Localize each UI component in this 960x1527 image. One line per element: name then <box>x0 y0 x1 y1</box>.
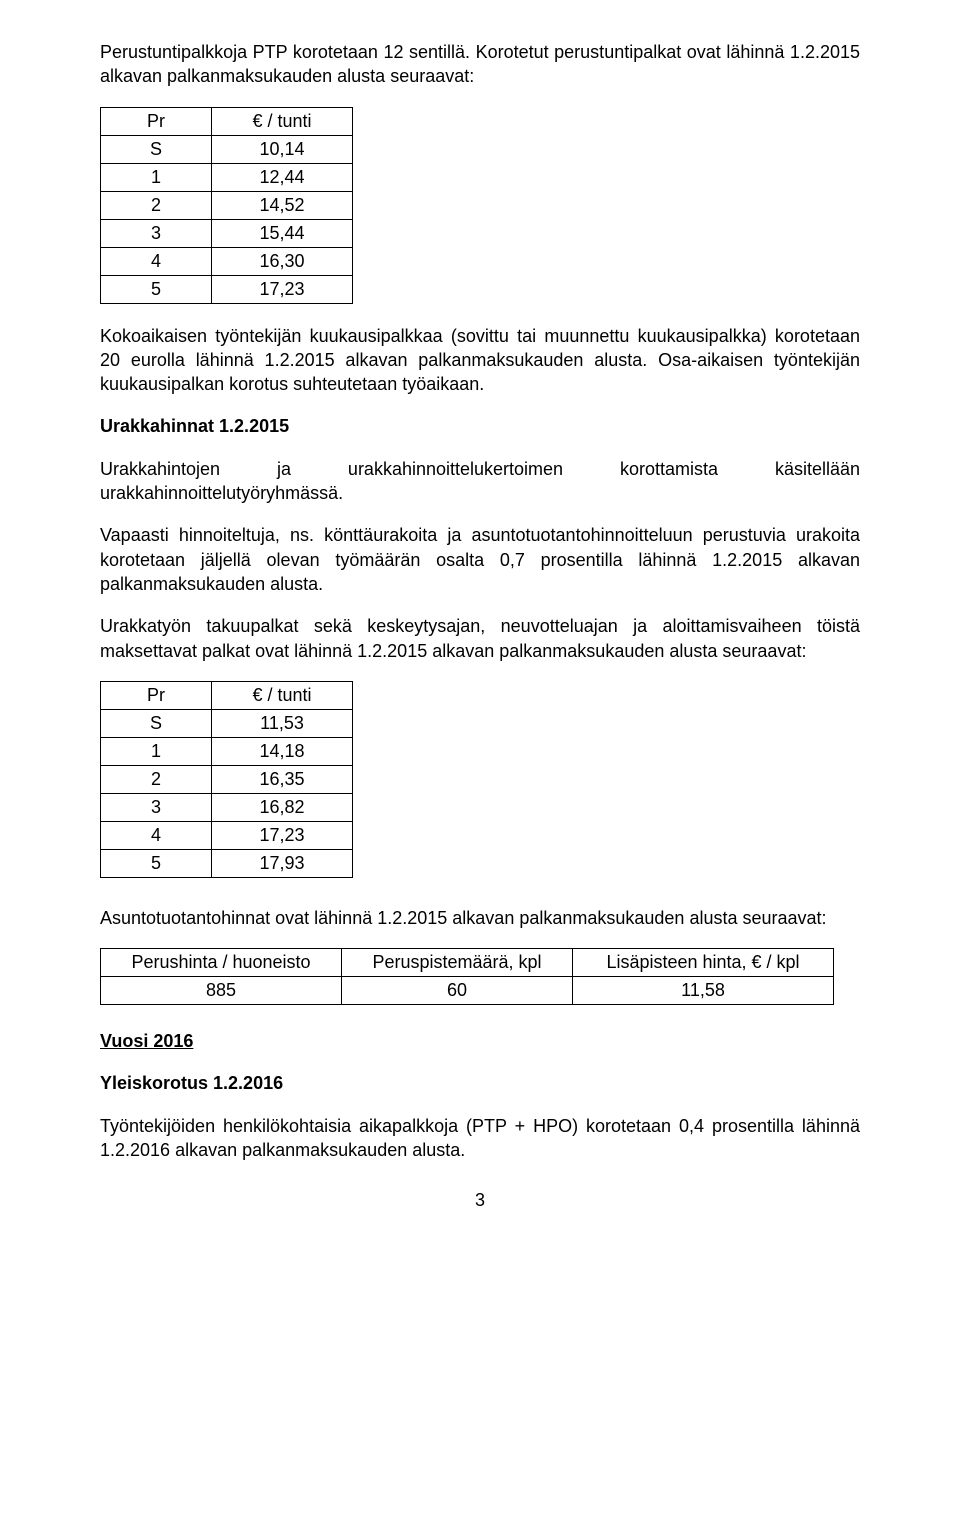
wage-table-1: Pr€ / tuntiS10,14112,44214,52315,44416,3… <box>100 107 353 304</box>
table-row: 517,93 <box>101 849 353 877</box>
heading-yleiskorotus: Yleiskorotus 1.2.2016 <box>100 1071 860 1095</box>
table-row: 517,23 <box>101 275 353 303</box>
table-cell: 17,23 <box>212 821 353 849</box>
wage-table-2: Pr€ / tuntiS11,53114,18216,35316,82417,2… <box>100 681 353 878</box>
table-row: 214,52 <box>101 191 353 219</box>
table-row: 114,18 <box>101 737 353 765</box>
table-cell: 885 <box>101 977 342 1005</box>
paragraph-6: Asuntotuotantohinnat ovat lähinnä 1.2.20… <box>100 906 860 930</box>
table-header-cell: Pr <box>101 681 212 709</box>
table-row: 216,35 <box>101 765 353 793</box>
table-header-cell: Pr <box>101 107 212 135</box>
table-cell: S <box>101 135 212 163</box>
table-cell: 4 <box>101 247 212 275</box>
paragraph-7: Työntekijöiden henkilökohtaisia aikapalk… <box>100 1114 860 1163</box>
table-cell: 17,93 <box>212 849 353 877</box>
table-row: 416,30 <box>101 247 353 275</box>
table-cell: 5 <box>101 849 212 877</box>
table-cell: 15,44 <box>212 219 353 247</box>
table-header-cell: Perushinta / huoneisto <box>101 949 342 977</box>
paragraph-4: Vapaasti hinnoiteltuja, ns. könttäurakoi… <box>100 523 860 596</box>
table-cell: 17,23 <box>212 275 353 303</box>
table-cell: 14,52 <box>212 191 353 219</box>
table-cell: 4 <box>101 821 212 849</box>
table-cell: 10,14 <box>212 135 353 163</box>
table-cell: 5 <box>101 275 212 303</box>
table-cell: S <box>101 709 212 737</box>
table-cell: 2 <box>101 191 212 219</box>
table-cell: 16,30 <box>212 247 353 275</box>
table-cell: 11,58 <box>573 977 834 1005</box>
heading-urakkahinnat: Urakkahinnat 1.2.2015 <box>100 414 860 438</box>
table-row: S10,14 <box>101 135 353 163</box>
table-row: 316,82 <box>101 793 353 821</box>
table-cell: 1 <box>101 737 212 765</box>
paragraph-intro: Perustuntipalkkoja PTP korotetaan 12 sen… <box>100 40 860 89</box>
table-row: 112,44 <box>101 163 353 191</box>
table-row: 8856011,58 <box>101 977 834 1005</box>
wage-table-3: Perushinta / huoneistoPeruspistemäärä, k… <box>100 948 834 1005</box>
table-cell: 12,44 <box>212 163 353 191</box>
table-cell: 2 <box>101 765 212 793</box>
table-cell: 3 <box>101 219 212 247</box>
heading-vuosi-2016: Vuosi 2016 <box>100 1029 860 1053</box>
table-cell: 3 <box>101 793 212 821</box>
paragraph-5: Urakkatyön takuupalkat sekä keskeytysaja… <box>100 614 860 663</box>
table-cell: 16,35 <box>212 765 353 793</box>
paragraph-2: Kokoaikaisen työntekijän kuukausipalkkaa… <box>100 324 860 397</box>
table-cell: 1 <box>101 163 212 191</box>
document-page: Perustuntipalkkoja PTP korotetaan 12 sen… <box>0 0 960 1527</box>
table-row: 417,23 <box>101 821 353 849</box>
table-header-cell: Peruspistemäärä, kpl <box>342 949 573 977</box>
table-header-cell: € / tunti <box>212 107 353 135</box>
table-cell: 11,53 <box>212 709 353 737</box>
table-row: S11,53 <box>101 709 353 737</box>
table-cell: 14,18 <box>212 737 353 765</box>
page-number: 3 <box>100 1190 860 1211</box>
table-row: 315,44 <box>101 219 353 247</box>
table-cell: 16,82 <box>212 793 353 821</box>
table-cell: 60 <box>342 977 573 1005</box>
table-header-cell: € / tunti <box>212 681 353 709</box>
table-header-cell: Lisäpisteen hinta, € / kpl <box>573 949 834 977</box>
paragraph-3: Urakkahintojen ja urakkahinnoittelukerto… <box>100 457 860 506</box>
